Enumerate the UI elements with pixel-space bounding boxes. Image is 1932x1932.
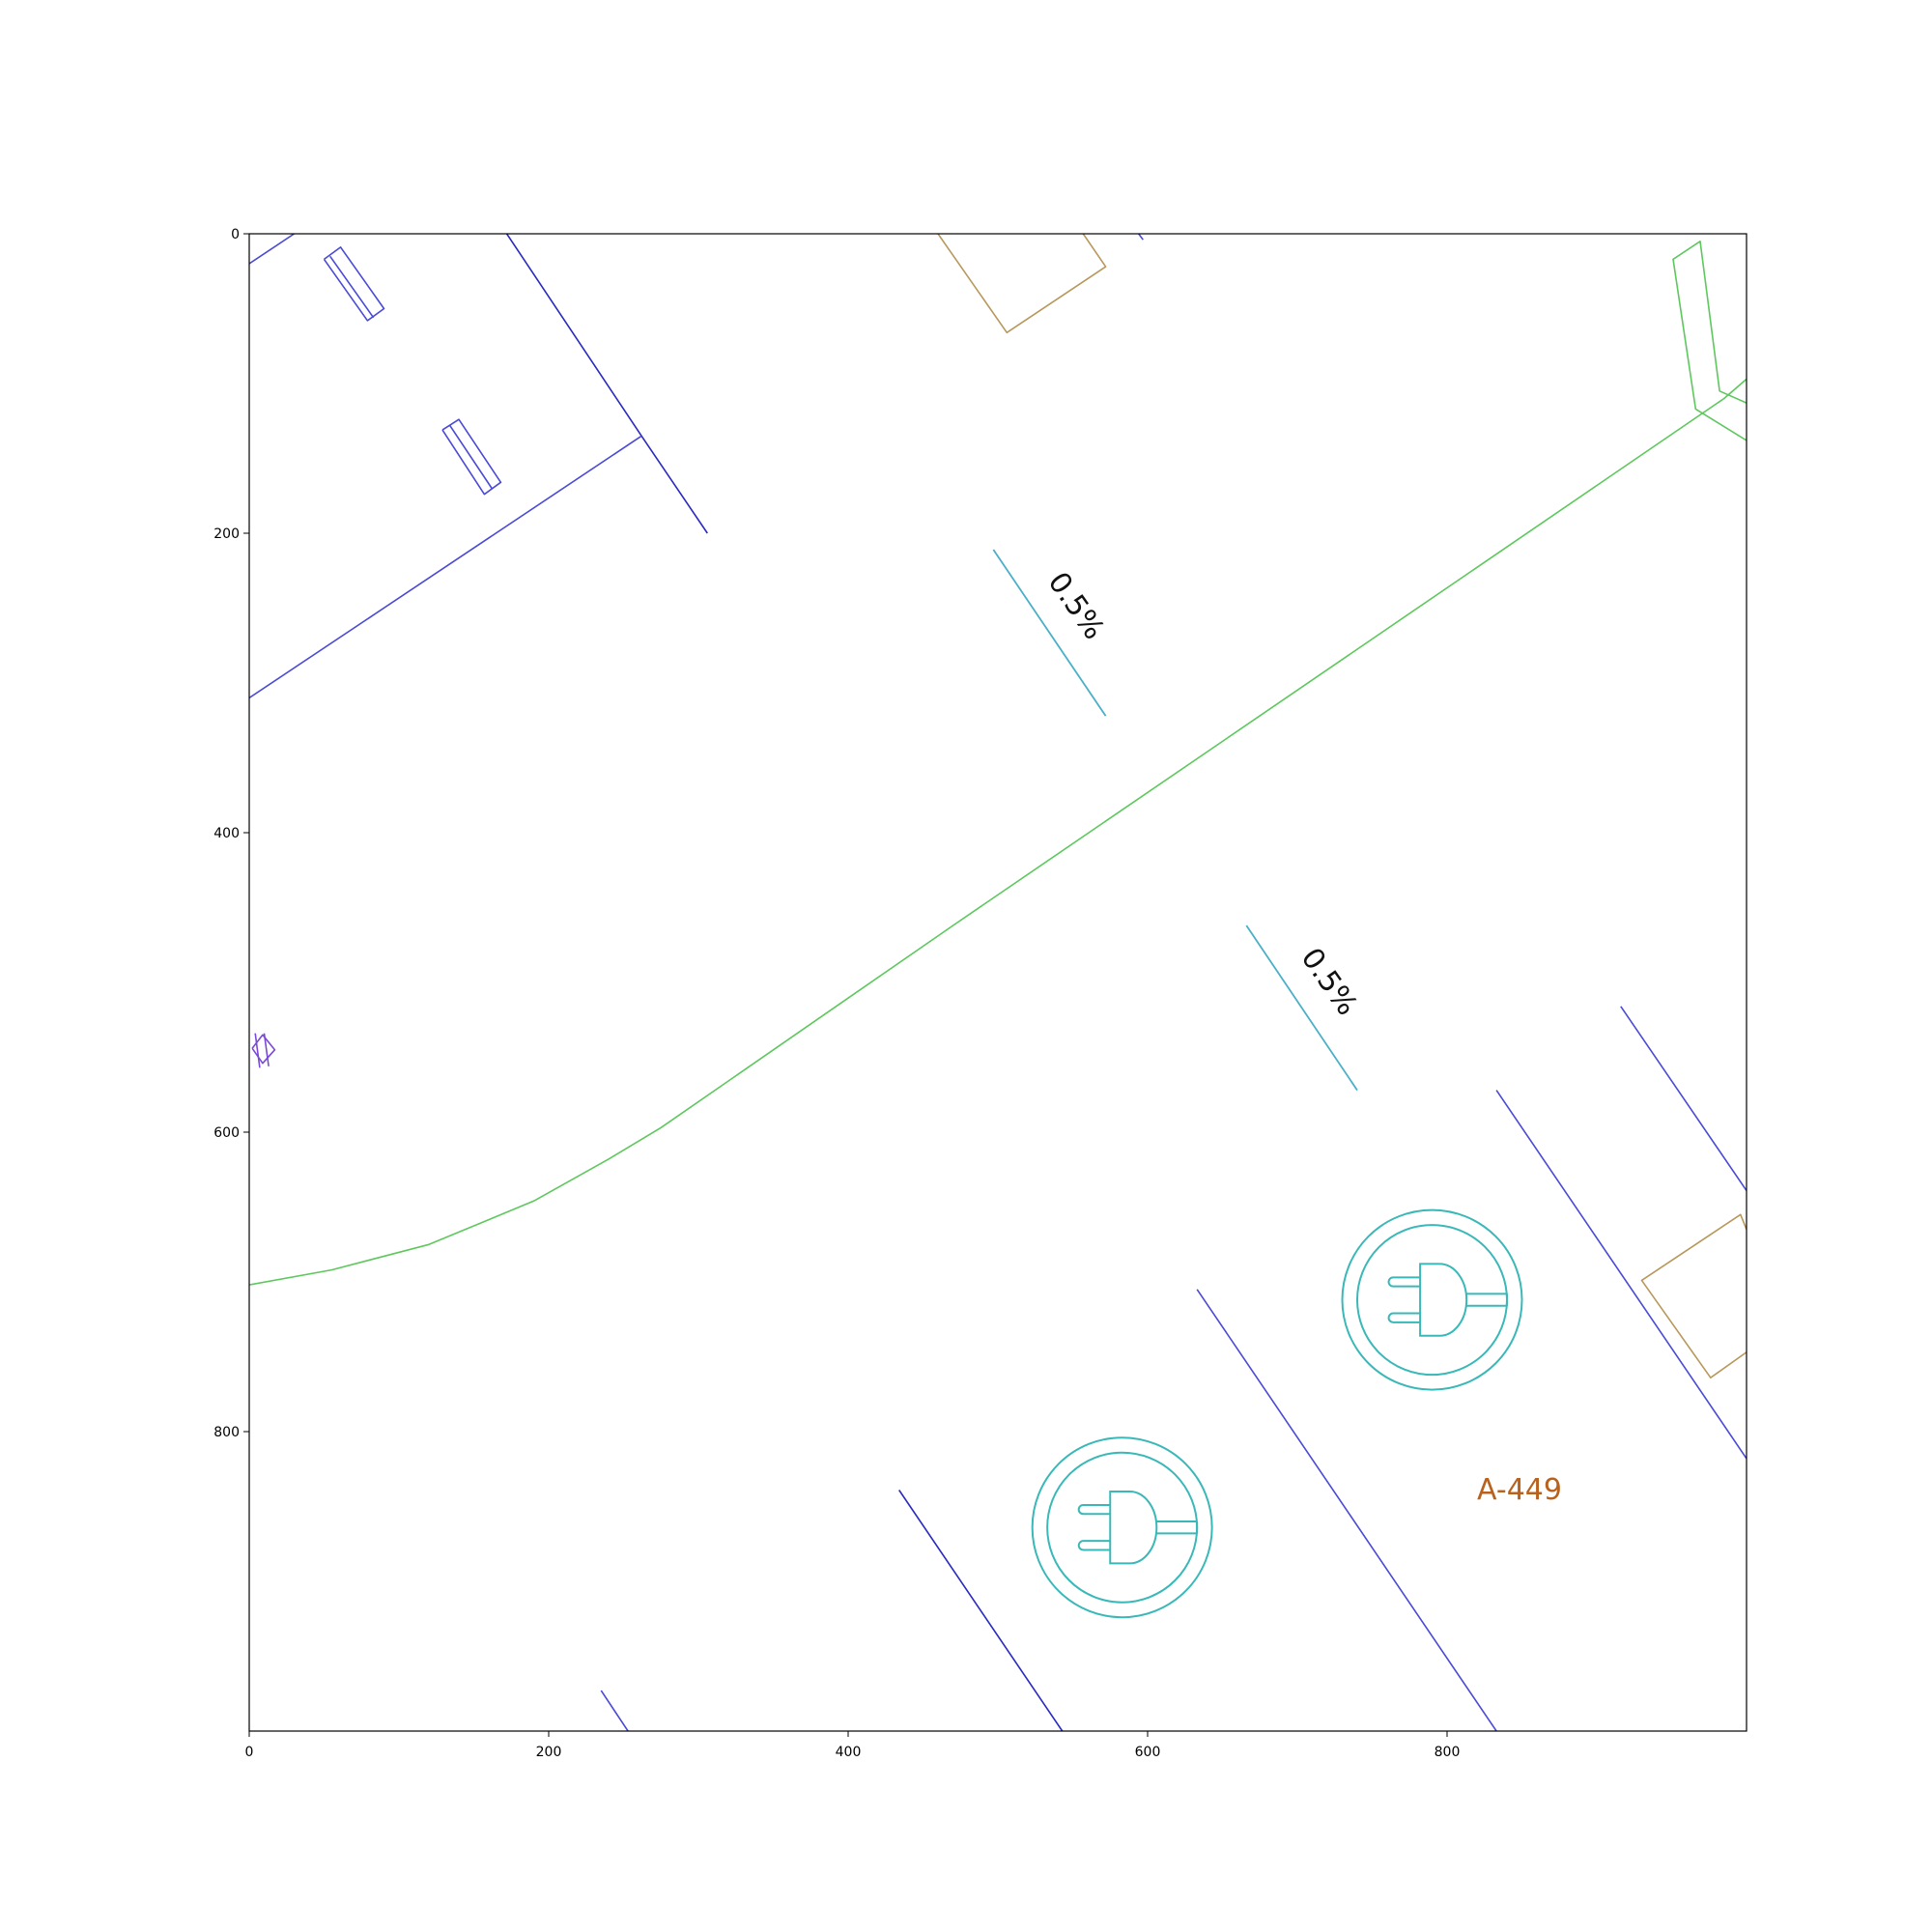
line-tan (937, 234, 1107, 334)
plug-prong-icon (1387, 1276, 1421, 1288)
x-tick-label: 200 (536, 1745, 562, 1760)
plug-prong-icon (1387, 1312, 1421, 1323)
plug-cord-icon (1156, 1520, 1199, 1535)
room-number-label: A-449 (1477, 1473, 1562, 1507)
line-blue (1196, 1289, 1497, 1731)
plug-prong-icon (1077, 1503, 1111, 1516)
line-green (249, 378, 1747, 1286)
line-blue (323, 246, 385, 322)
x-tick-label: 600 (1135, 1745, 1161, 1760)
line-blue (898, 1490, 1064, 1731)
slope-label: 0.5% (1041, 566, 1111, 646)
line-blue (249, 234, 295, 265)
y-tick-label: 400 (213, 826, 240, 841)
line-blue (249, 435, 642, 699)
plug-cord-icon (1466, 1293, 1508, 1307)
plug-prong-icon (1077, 1540, 1111, 1551)
slope-leader-line (1245, 924, 1358, 1092)
y-tick-label: 200 (213, 526, 240, 542)
outlet-symbol (1341, 1208, 1523, 1391)
plot-area (249, 234, 1747, 1731)
plug-body-icon (1419, 1263, 1468, 1337)
axes-frame (248, 233, 1747, 1732)
outlet-symbol (1031, 1436, 1213, 1619)
y-tick-label: 0 (231, 227, 240, 242)
x-tick-label: 800 (1435, 1745, 1461, 1760)
line-blue (329, 255, 375, 319)
line-tan (1640, 1213, 1747, 1378)
x-tick-label: 0 (245, 1745, 254, 1760)
line-blue (449, 424, 493, 489)
line-blue (1495, 1090, 1747, 1460)
line-purple (263, 1033, 270, 1066)
line-green (1672, 241, 1747, 441)
slope-leader-line (992, 549, 1107, 717)
annotation-layer: 0.5% 0.5% A-449 (992, 549, 1562, 1507)
outlet-inner-ring (1046, 1451, 1199, 1604)
line-blue (1620, 1006, 1747, 1191)
y-tick-label: 600 (213, 1125, 240, 1141)
line-purple (254, 1033, 261, 1068)
line-blue (441, 418, 502, 496)
plug-body-icon (1109, 1491, 1158, 1565)
line-blue (505, 234, 708, 534)
outlet-inner-ring (1356, 1224, 1508, 1377)
tick-layer: 0 200 400 600 800 0 200 400 600 800 (213, 227, 1460, 1760)
line-blue (1138, 234, 1144, 241)
line-blue (600, 1690, 629, 1731)
x-tick-label: 400 (836, 1745, 862, 1760)
slope-label: 0.5% (1294, 942, 1364, 1022)
outlet-outer-ring (1031, 1436, 1213, 1619)
y-tick-label: 800 (213, 1425, 240, 1440)
outlet-outer-ring (1341, 1208, 1523, 1391)
